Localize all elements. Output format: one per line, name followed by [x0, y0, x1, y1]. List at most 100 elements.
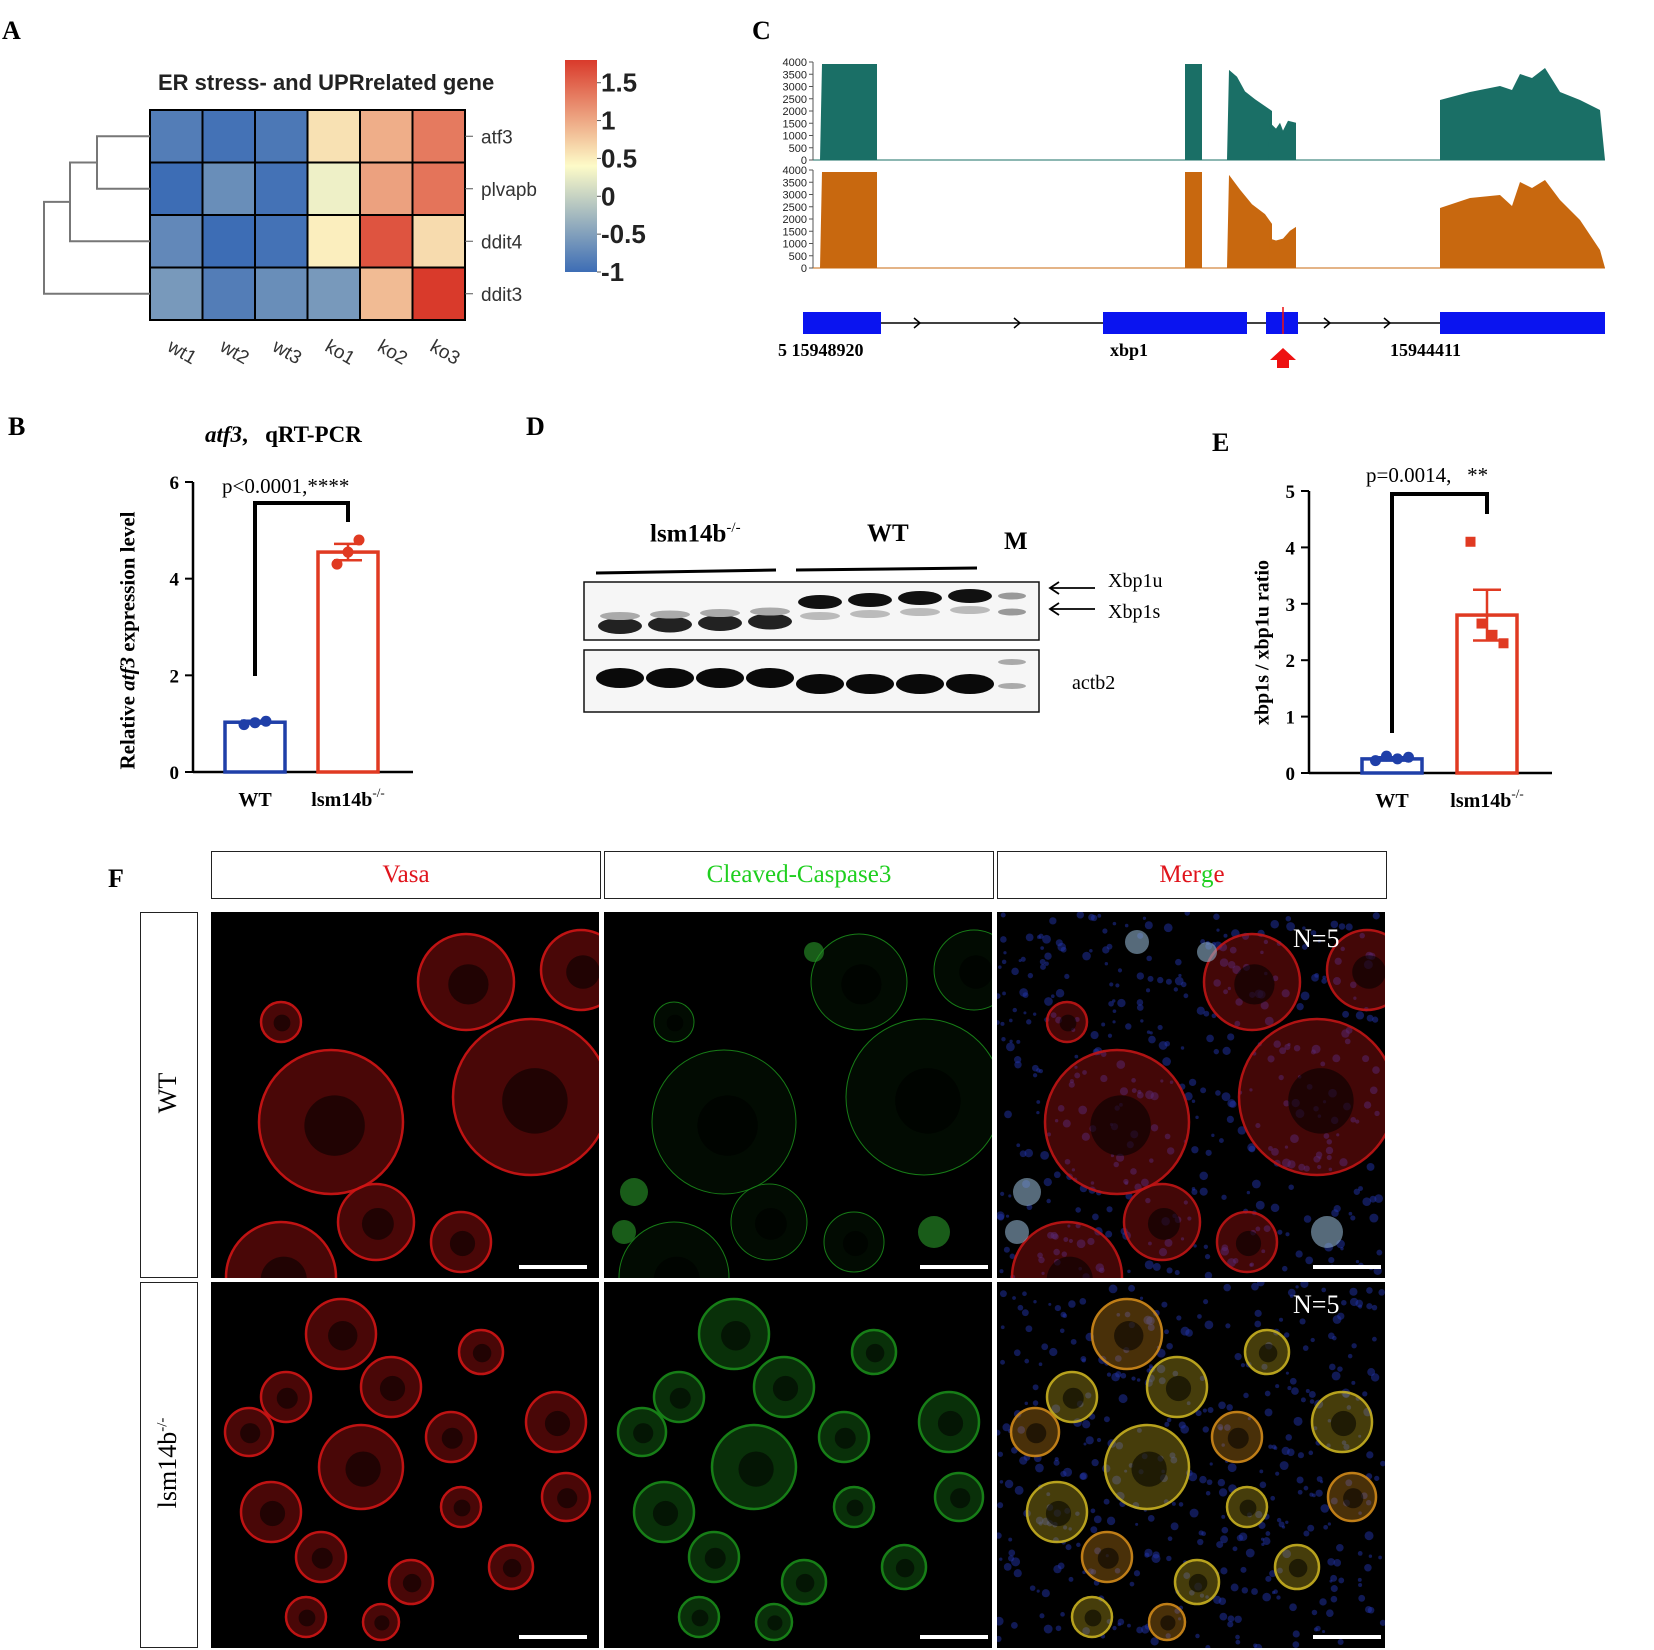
dapi-speck — [1195, 1115, 1199, 1120]
dapi-speck — [1074, 1065, 1078, 1069]
dapi-speck — [1341, 1299, 1347, 1306]
dapi-speck — [1258, 1521, 1266, 1529]
dapi-speck — [1124, 923, 1129, 928]
dapi-speck — [1183, 1200, 1188, 1205]
dapi-speck — [1358, 1511, 1362, 1515]
oocyte-nucleus — [937, 1410, 964, 1437]
dapi-speck — [1328, 1167, 1333, 1172]
blot-arrow-head — [1048, 602, 1060, 616]
dapi-speck — [1277, 1567, 1283, 1574]
dapi-speck — [1227, 1033, 1235, 1041]
oocyte-nucleus — [276, 1387, 298, 1409]
dapi-speck — [1287, 1386, 1292, 1391]
blot-band-actb2: actb2 — [1072, 672, 1116, 694]
significance-bracket — [1390, 492, 1489, 733]
oocyte-nucleus — [1239, 1499, 1257, 1517]
blot-band-faint — [750, 607, 790, 616]
dapi-speck — [1310, 1049, 1316, 1055]
dapi-speck — [1277, 1229, 1283, 1235]
dapi-speck — [1293, 1416, 1303, 1426]
dapi-speck — [1082, 1420, 1091, 1429]
dapi-speck — [1219, 1612, 1228, 1621]
dapi-speck — [1060, 1311, 1067, 1318]
dapi-speck — [1147, 1515, 1155, 1522]
dapi-speck — [1227, 1621, 1234, 1628]
blot-band-xbp1u — [848, 593, 892, 607]
scale-bar — [1313, 1635, 1381, 1639]
dapi-speck — [1081, 1132, 1090, 1141]
dapi-speck — [1199, 1187, 1208, 1196]
y-tick-label: 4 — [170, 570, 180, 591]
panel-letter-a: A — [2, 16, 21, 45]
dapi-speck — [1068, 1081, 1075, 1088]
dapi-speck — [1355, 1119, 1360, 1124]
dapi-speck — [1169, 1452, 1176, 1459]
dapi-speck — [1180, 981, 1187, 988]
data-point — [1465, 536, 1476, 547]
dapi-speck — [1064, 973, 1070, 980]
dapi-speck — [998, 965, 1002, 969]
dapi-speck — [1178, 1617, 1182, 1621]
dapi-speck — [1054, 1304, 1062, 1312]
dapi-speck — [1174, 1270, 1180, 1276]
dapi-speck — [997, 1532, 1002, 1539]
dapi-speck — [1141, 1625, 1150, 1634]
dapi-speck — [999, 1557, 1003, 1561]
dapi-speck — [1273, 1040, 1281, 1048]
dapi-speck — [1004, 1110, 1012, 1119]
oocyte-nucleus — [311, 1547, 333, 1569]
dapi-speck — [1063, 1467, 1073, 1477]
dapi-speck — [1276, 1595, 1281, 1600]
dapi-speck — [1161, 1301, 1168, 1308]
strand-arrow — [1013, 317, 1022, 329]
dapi-speck — [1202, 1426, 1209, 1433]
dapi-speck — [1039, 958, 1046, 965]
dapi-speck — [1249, 1088, 1253, 1092]
dapi-speck — [1284, 1043, 1291, 1050]
oocyte-nucleus — [328, 1321, 358, 1351]
dapi-speck — [1040, 964, 1046, 970]
oocyte-nucleus — [754, 1207, 787, 1240]
dapi-speck — [1148, 1035, 1156, 1044]
dapi-speck — [1050, 994, 1055, 999]
oocyte-nucleus — [666, 1014, 684, 1032]
dapi-speck — [1106, 1372, 1112, 1377]
dapi-speck — [1241, 1587, 1249, 1594]
dapi-speck — [1330, 920, 1339, 929]
dapi-speck — [997, 1502, 1004, 1509]
oocyte-nucleus — [260, 1256, 307, 1278]
dapi-speck — [1200, 1087, 1207, 1094]
dapi-speck — [1043, 1624, 1053, 1634]
dapi-speck — [1131, 1088, 1137, 1094]
dapi-speck — [1087, 1237, 1095, 1246]
dapi-speck — [997, 1429, 1001, 1436]
heatmap-cell — [411, 214, 466, 269]
dapi-speck — [1205, 1149, 1212, 1156]
dapi-speck — [1268, 1146, 1273, 1151]
dapi-speck — [1002, 991, 1006, 996]
dapi-speck — [1199, 1171, 1208, 1181]
dapi-speck — [1275, 1471, 1280, 1476]
dapi-speck — [1189, 1508, 1199, 1518]
blot-arrow-head — [1048, 581, 1060, 595]
dapi-speck — [1199, 1375, 1206, 1381]
dapi-speck — [1217, 1424, 1224, 1430]
header-merge-part3: e — [1213, 861, 1225, 888]
dapi-speck — [1362, 1055, 1370, 1063]
dapi-speck — [1279, 1317, 1284, 1322]
dapi-speck — [1332, 977, 1341, 986]
dapi-speck — [1002, 1423, 1011, 1432]
dapi-speck — [1046, 1198, 1051, 1204]
heatmap-cell — [201, 109, 256, 164]
dapi-speck — [1053, 1171, 1061, 1179]
green-spot — [918, 1216, 950, 1248]
track-y-tick-label: 3000 — [783, 190, 807, 202]
dapi-speck — [997, 1451, 1004, 1457]
blot-band-xbp1s — [598, 618, 642, 634]
heatmap-legend-bar — [565, 60, 597, 272]
blot-group-line — [795, 566, 978, 572]
dapi-speck — [1188, 1078, 1197, 1087]
oocyte-nucleus — [950, 1488, 971, 1509]
dapi-speck — [1184, 1092, 1193, 1101]
oocyte-nucleus — [1330, 1410, 1357, 1437]
